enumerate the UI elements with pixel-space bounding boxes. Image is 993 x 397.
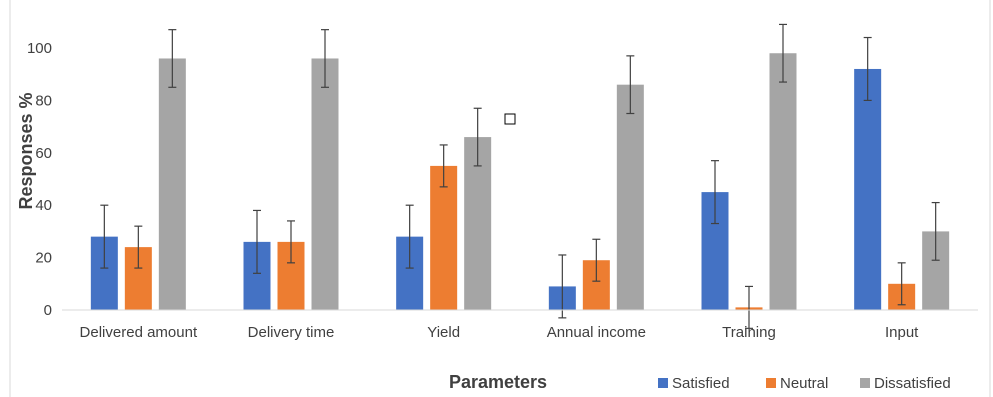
legend-label: Satisfied — [672, 375, 730, 392]
x-category-label: Delivered amount — [80, 324, 198, 341]
error-bars-layer — [100, 23, 940, 329]
x-category-label: Yield — [427, 324, 460, 341]
bar — [854, 68, 882, 311]
bar — [430, 165, 458, 310]
y-axis-title: Responses % — [16, 92, 36, 209]
x-category-label: Training — [722, 324, 776, 341]
y-tick-label: 20 — [35, 250, 52, 267]
x-category-label: Delivery time — [248, 324, 335, 341]
y-tick-label: 40 — [35, 197, 52, 214]
legend-label: Neutral — [780, 375, 828, 392]
x-axis-title: Parameters — [449, 372, 547, 392]
legend-swatch — [658, 378, 668, 388]
legend-label: Dissatisfied — [874, 375, 951, 392]
y-tick-label: 100 — [27, 40, 52, 57]
x-axis-categories: Delivered amount Delivery time Yield Annual… — [80, 324, 920, 341]
y-tick-label: 80 — [35, 92, 52, 109]
x-category-label: Annual income — [547, 324, 646, 341]
legend: Satisfied Neutral Dissatisfied — [658, 375, 951, 392]
y-tick-label: 60 — [35, 145, 52, 162]
y-axis-ticks: 0 20 40 60 80 100 — [27, 40, 52, 319]
small-square-marker — [504, 113, 516, 125]
bar — [616, 84, 644, 311]
bar — [158, 58, 186, 311]
bar — [311, 58, 339, 311]
legend-swatch — [766, 378, 776, 388]
bar — [769, 53, 797, 311]
y-tick-label: 0 — [44, 302, 52, 319]
bars-layer — [90, 53, 950, 311]
x-category-label: Input — [885, 324, 919, 341]
legend-swatch — [860, 378, 870, 388]
